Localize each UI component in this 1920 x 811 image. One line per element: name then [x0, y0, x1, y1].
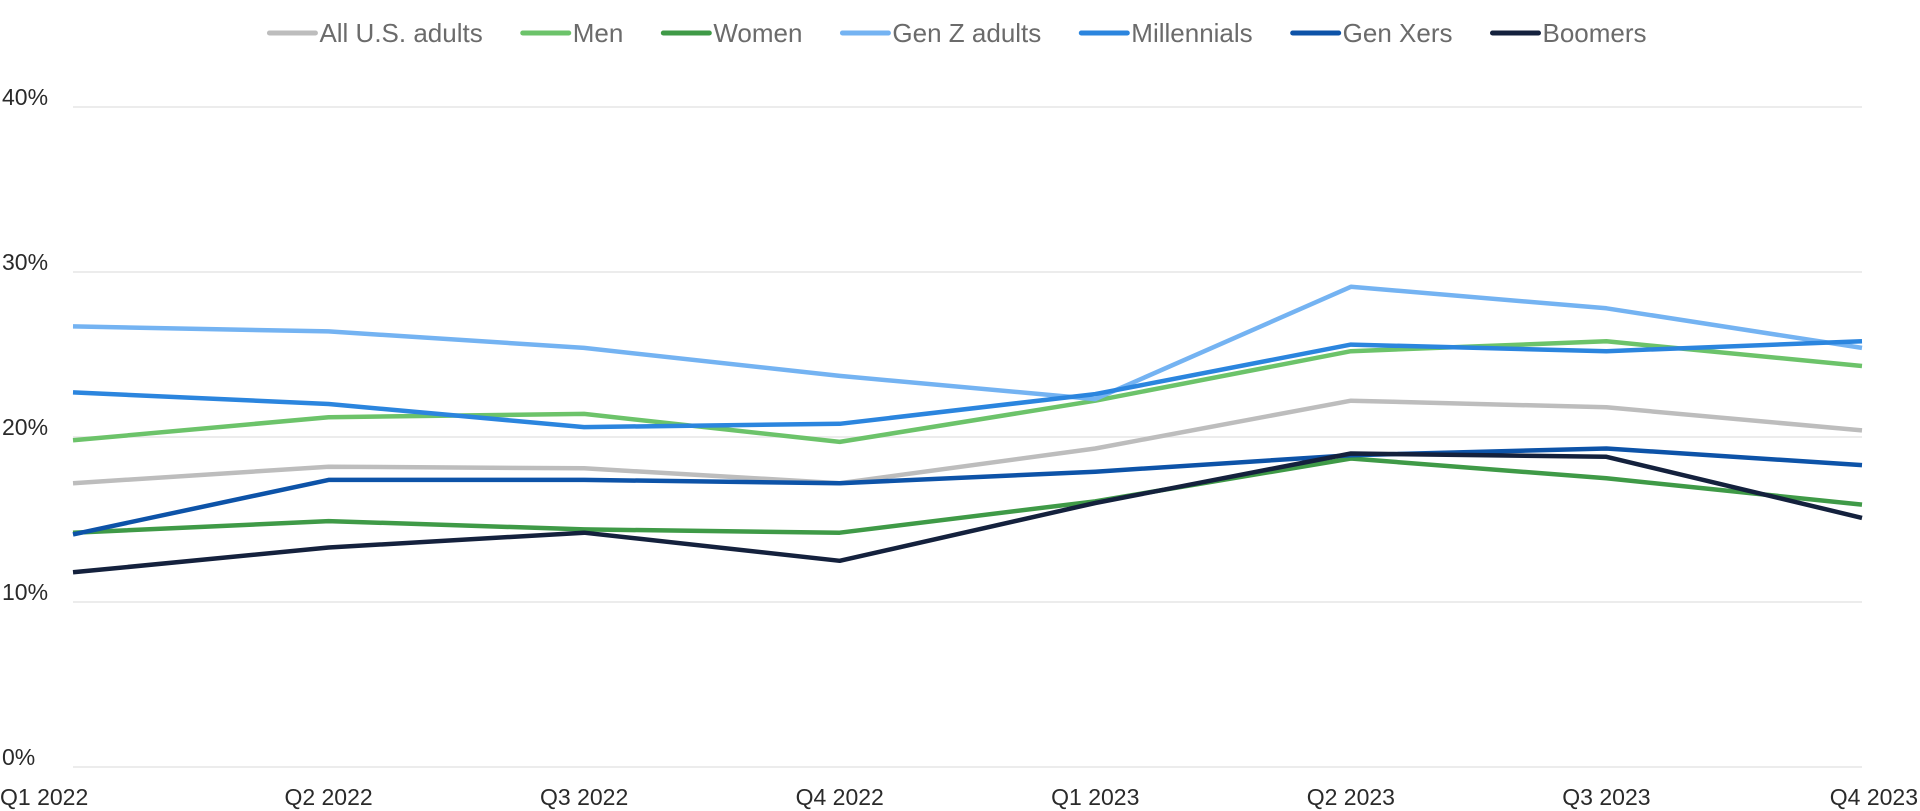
y-tick-label: 30%: [2, 249, 48, 275]
series-lines: [72, 284, 1863, 575]
x-tick-label: Q2 2023: [1307, 784, 1395, 810]
legend-item-all-u-s-adults: All U.S. adults: [266, 18, 483, 48]
legend-item-men: Men: [520, 18, 624, 48]
legend-item-gen-z-adults: Gen Z adults: [839, 18, 1041, 48]
legend-label: Millennials: [1131, 18, 1252, 48]
x-tick-label: Q4 2022: [796, 784, 884, 810]
x-tick-label: Q3 2022: [540, 784, 628, 810]
y-tick-label: 20%: [2, 414, 48, 440]
legend-item-boomers: Boomers: [1490, 18, 1647, 48]
y-tick-label: 0%: [2, 744, 35, 770]
series-line-men: [72, 339, 1863, 445]
series-line-women: [72, 456, 1863, 535]
x-axis-ticks: Q1 2022 Q2 2022 Q3 2022 Q4 2022 Q1 2023 Q2 20…: [0, 784, 1918, 810]
x-tick-label: Q2 2022: [284, 784, 372, 810]
y-tick-label: 40%: [2, 84, 48, 110]
x-tick-label: Q1 2022: [0, 784, 88, 810]
legend-label: Men: [573, 18, 624, 48]
legend-item-women: Women: [660, 18, 802, 48]
grid-lines: [73, 106, 1862, 768]
series-line-gen-xers: [72, 446, 1863, 537]
legend-item-gen-xers: Gen Xers: [1290, 18, 1453, 48]
series-line-gen-z-adults: [72, 284, 1863, 402]
legend-label: All U.S. adults: [319, 18, 482, 48]
legend-label: Women: [713, 18, 802, 48]
series-line-millennials: [72, 339, 1863, 430]
y-axis-ticks: 0% 10% 20% 30% 40%: [2, 84, 48, 770]
x-tick-label: Q3 2023: [1562, 784, 1650, 810]
legend-label: Gen Xers: [1343, 18, 1453, 48]
legend-item-millennials: Millennials: [1078, 18, 1253, 48]
legend-label: Boomers: [1543, 18, 1647, 48]
y-tick-label: 10%: [2, 579, 48, 605]
series-line-boomers: [72, 451, 1863, 575]
legend: All U.S. adults Men Women Gen Z adults Mille…: [266, 18, 1647, 48]
series-line-all-u-s-adults: [72, 398, 1863, 486]
x-tick-label: Q1 2023: [1051, 784, 1139, 810]
legend-label: Gen Z adults: [892, 18, 1041, 48]
x-tick-label: Q4 2023: [1830, 784, 1918, 810]
